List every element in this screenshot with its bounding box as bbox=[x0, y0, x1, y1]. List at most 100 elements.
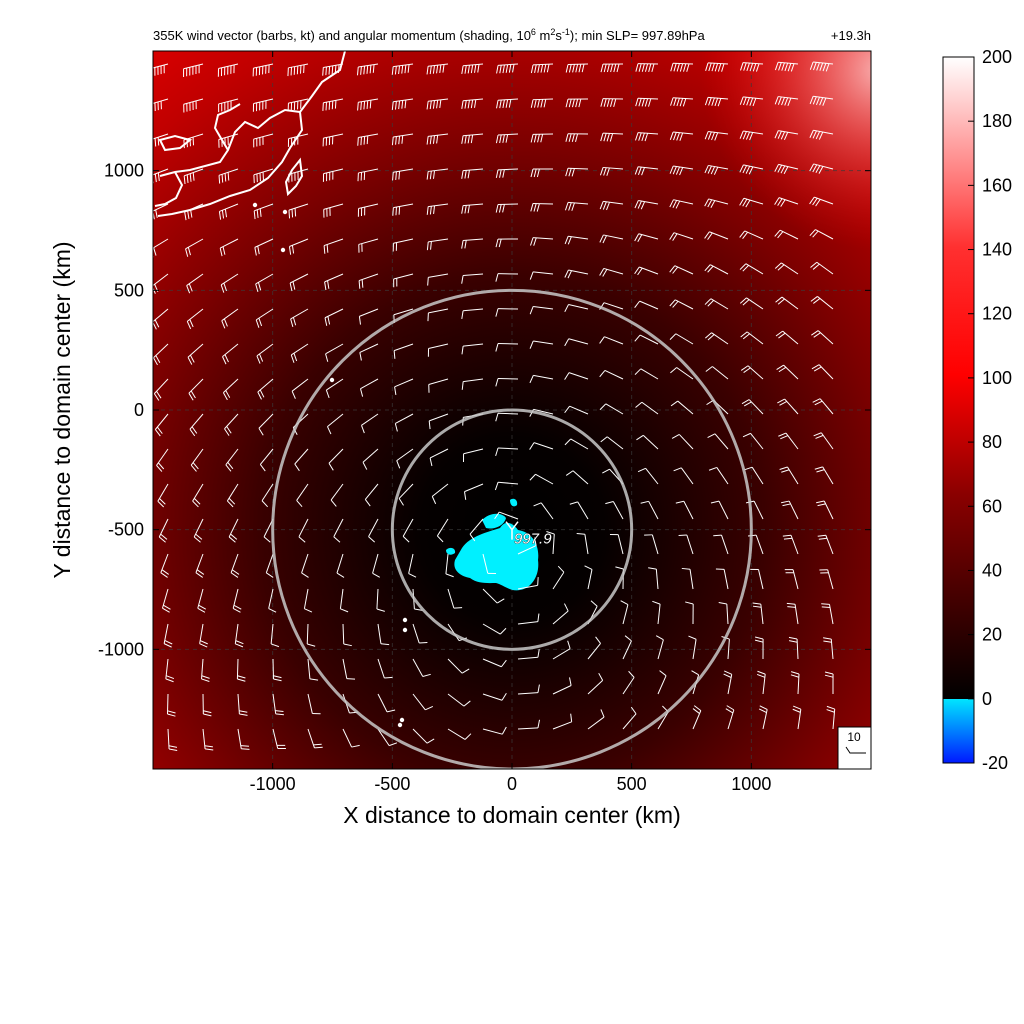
wind-barb bbox=[220, 273, 239, 286]
chart-title: 355K wind vector (barbs, kt) and angular… bbox=[153, 27, 705, 43]
wind-barb-flag bbox=[294, 208, 297, 217]
wind-barb-flag bbox=[149, 140, 150, 148]
wind-barb-flag bbox=[429, 170, 432, 180]
wind-barb-flag bbox=[742, 231, 749, 240]
wind-barb-flag bbox=[529, 306, 534, 315]
wind-barb-flag bbox=[540, 99, 544, 108]
wind-barb-flag bbox=[778, 432, 787, 437]
wind-barb-flag bbox=[163, 604, 171, 610]
wind-barb-flag bbox=[150, 212, 152, 220]
wind-barb bbox=[336, 553, 344, 574]
wind-barb-flag bbox=[372, 64, 375, 73]
wind-barb bbox=[226, 483, 239, 502]
wind-barb bbox=[376, 588, 379, 609]
wind-barb bbox=[153, 273, 169, 287]
wind-barb-flag bbox=[398, 65, 401, 75]
wind-barb-flag bbox=[826, 709, 835, 713]
wind-barb bbox=[603, 200, 624, 205]
x-tick-label: 500 bbox=[617, 774, 647, 794]
wind-barb-flag bbox=[743, 401, 752, 407]
coastline-dot bbox=[397, 722, 403, 728]
wind-barb bbox=[447, 623, 460, 641]
wind-barb-flag bbox=[704, 264, 711, 272]
wind-barb-flag bbox=[467, 100, 470, 109]
coastline-dot bbox=[252, 202, 258, 208]
wind-barb bbox=[428, 343, 449, 350]
wind-barb bbox=[710, 298, 729, 310]
wind-barb-flag bbox=[153, 393, 160, 401]
wind-barb-flag bbox=[419, 641, 428, 644]
wind-barb bbox=[794, 604, 799, 625]
wind-barb bbox=[568, 201, 589, 205]
wind-barb-flag bbox=[570, 713, 573, 722]
wind-barb-flag bbox=[432, 65, 435, 74]
wind-barb bbox=[482, 553, 489, 574]
wind-barb-flag bbox=[603, 98, 607, 107]
wind-barb-flag bbox=[190, 209, 193, 218]
wind-barb bbox=[482, 588, 498, 604]
wind-barb bbox=[294, 448, 309, 465]
wind-barb-flag bbox=[707, 433, 716, 438]
wind-barb-flag bbox=[599, 370, 606, 378]
wind-barb-flag bbox=[681, 567, 691, 570]
wind-barb bbox=[326, 378, 344, 391]
wind-barb-flag bbox=[512, 64, 515, 73]
wind-barb bbox=[361, 413, 379, 426]
wind-barb-flag bbox=[204, 745, 213, 748]
wind-barb-flag bbox=[714, 63, 719, 72]
wind-barb bbox=[257, 378, 274, 393]
wind-barb-flag bbox=[644, 133, 649, 142]
wind-barb-flag bbox=[431, 496, 437, 505]
wind-barb-flag bbox=[707, 165, 712, 174]
wind-barb-flag bbox=[363, 66, 366, 75]
wind-barb-flag bbox=[220, 284, 225, 293]
wind-barb-flag bbox=[707, 300, 714, 307]
wind-barb-flag bbox=[679, 63, 684, 72]
wind-barb-flag bbox=[774, 96, 779, 105]
wind-barb-flag bbox=[533, 99, 537, 108]
wind-barb-flag bbox=[811, 330, 819, 336]
wind-barb-flag bbox=[384, 676, 393, 679]
wind-barb bbox=[186, 308, 204, 322]
wind-barb-flag bbox=[568, 133, 572, 142]
wind-barb-flag bbox=[564, 372, 570, 380]
wind-barb-flag bbox=[537, 649, 540, 658]
wind-barb bbox=[428, 308, 449, 314]
wind-barb bbox=[533, 408, 554, 415]
wind-barb-flag bbox=[782, 534, 792, 537]
wind-barb-flag bbox=[679, 98, 684, 107]
wind-barb bbox=[153, 238, 169, 249]
wind-barb-flag bbox=[748, 166, 754, 175]
wind-barb-flag bbox=[638, 132, 642, 141]
wind-barb bbox=[778, 130, 799, 135]
wind-barb-flag bbox=[257, 391, 262, 400]
wind-barb-flag bbox=[590, 600, 598, 607]
wind-barb-flag bbox=[670, 97, 674, 106]
wind-barb-flag bbox=[162, 607, 170, 613]
wind-barb bbox=[723, 569, 729, 590]
wind-barb-flag bbox=[740, 62, 744, 71]
colorbar-tick-label: 120 bbox=[982, 304, 1012, 324]
wind-barb bbox=[552, 721, 572, 730]
wind-barb-flag bbox=[477, 64, 480, 73]
wind-barb-flag bbox=[429, 100, 432, 110]
wind-barb-flag bbox=[778, 332, 786, 339]
wind-barb-flag bbox=[606, 98, 610, 107]
wind-barb-flag bbox=[705, 62, 709, 71]
wind-barb bbox=[447, 693, 465, 707]
wind-barb-flag bbox=[679, 132, 684, 141]
wind-barb-flag bbox=[809, 96, 814, 105]
wind-barb-flag bbox=[233, 604, 242, 610]
wind-barb bbox=[288, 63, 309, 69]
wind-barb bbox=[395, 413, 414, 424]
wind-barb bbox=[639, 334, 659, 345]
wind-barb bbox=[153, 168, 169, 176]
wind-barb-flag bbox=[790, 63, 795, 72]
wind-barb-flag bbox=[495, 134, 499, 144]
wind-barb-flag bbox=[816, 469, 825, 473]
wind-barb bbox=[781, 262, 799, 275]
wind-barb-flag bbox=[157, 462, 165, 470]
wind-barb-flag bbox=[533, 237, 537, 246]
wind-barb-flag bbox=[672, 233, 678, 241]
